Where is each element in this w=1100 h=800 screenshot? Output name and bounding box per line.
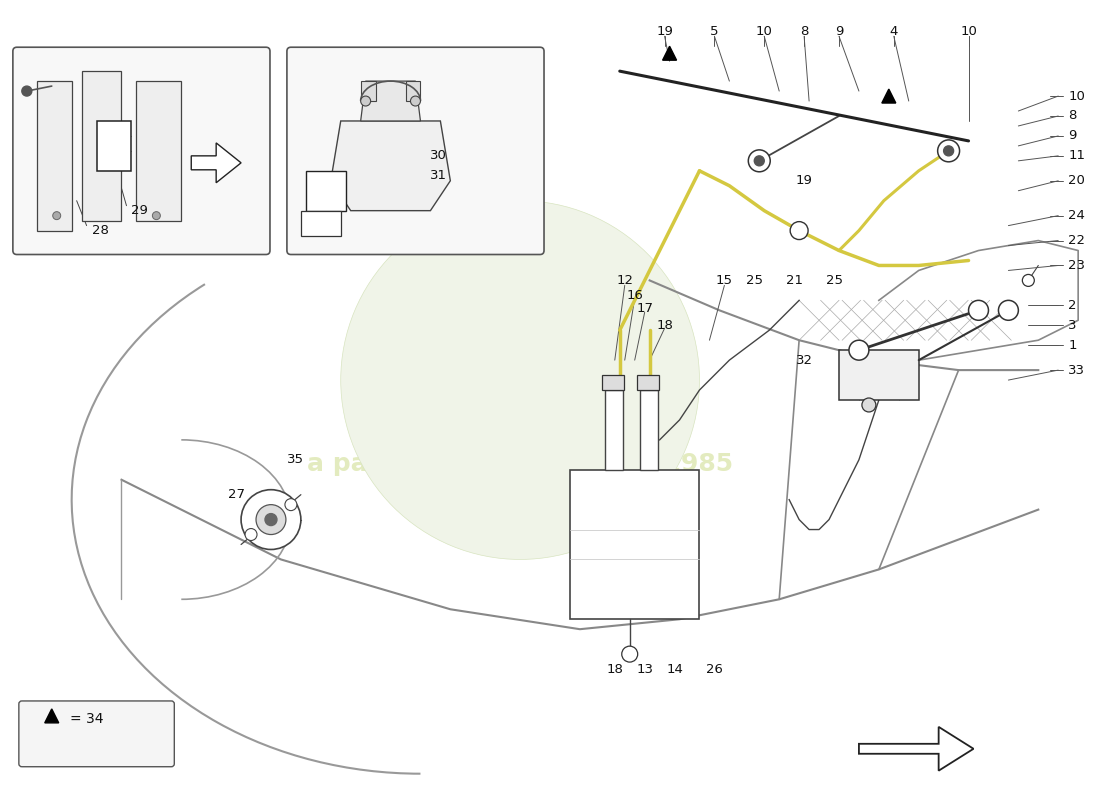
Polygon shape: [361, 81, 420, 121]
Text: 8: 8: [1068, 110, 1077, 122]
Circle shape: [862, 398, 876, 412]
Text: 19: 19: [795, 174, 813, 187]
Text: 13: 13: [636, 662, 653, 675]
Bar: [637, 375, 659, 390]
Polygon shape: [361, 81, 375, 101]
Polygon shape: [45, 709, 58, 723]
Text: 12: 12: [616, 274, 634, 287]
Text: 15: 15: [716, 274, 733, 287]
Text: 10: 10: [756, 25, 772, 38]
Circle shape: [1022, 274, 1034, 286]
Circle shape: [748, 150, 770, 172]
Text: 9: 9: [1068, 130, 1077, 142]
Text: 8: 8: [800, 25, 808, 38]
Text: 11: 11: [1068, 150, 1086, 162]
Text: 21: 21: [785, 274, 803, 287]
Circle shape: [285, 498, 297, 510]
Circle shape: [341, 201, 700, 559]
Circle shape: [22, 86, 32, 96]
Circle shape: [53, 212, 60, 220]
Circle shape: [968, 300, 989, 320]
Bar: [570, 470, 700, 619]
Circle shape: [755, 156, 764, 166]
Text: 10: 10: [960, 25, 977, 38]
Text: 29: 29: [132, 204, 148, 217]
Text: 26: 26: [706, 662, 723, 675]
Bar: [602, 375, 624, 390]
Text: 19: 19: [657, 25, 673, 38]
Polygon shape: [839, 350, 918, 400]
Text: 30: 30: [430, 150, 448, 162]
Text: 32: 32: [795, 354, 813, 366]
Text: 24: 24: [1068, 209, 1085, 222]
Text: 2: 2: [1068, 299, 1077, 312]
Circle shape: [241, 490, 301, 550]
Circle shape: [153, 212, 161, 220]
Circle shape: [245, 529, 257, 541]
Text: 27: 27: [228, 488, 244, 501]
Circle shape: [849, 340, 869, 360]
Text: 14: 14: [667, 662, 683, 675]
Text: 10: 10: [1068, 90, 1085, 102]
Circle shape: [410, 96, 420, 106]
Text: 25: 25: [746, 274, 762, 287]
Bar: [640, 390, 658, 470]
Circle shape: [937, 140, 959, 162]
Polygon shape: [301, 210, 341, 235]
Text: 9: 9: [835, 25, 844, 38]
Polygon shape: [97, 121, 132, 170]
Polygon shape: [859, 727, 974, 770]
Circle shape: [621, 646, 638, 662]
Polygon shape: [882, 89, 895, 103]
Polygon shape: [136, 81, 182, 221]
Text: 23: 23: [1068, 259, 1086, 272]
Circle shape: [999, 300, 1019, 320]
Polygon shape: [306, 170, 345, 210]
Bar: [605, 390, 623, 470]
Text: 16: 16: [626, 289, 644, 302]
Text: 20: 20: [1068, 174, 1085, 187]
Text: 33: 33: [1068, 364, 1086, 377]
FancyBboxPatch shape: [19, 701, 174, 766]
Text: 28: 28: [91, 224, 109, 237]
Polygon shape: [406, 81, 420, 101]
Text: = 34: = 34: [69, 712, 103, 726]
FancyBboxPatch shape: [287, 47, 544, 254]
FancyBboxPatch shape: [13, 47, 270, 254]
Polygon shape: [81, 71, 121, 221]
Text: 18: 18: [606, 662, 624, 675]
Circle shape: [790, 222, 808, 239]
Text: 35: 35: [287, 454, 305, 466]
Text: eurosparts
a passion for parts since 1985: eurosparts a passion for parts since 198…: [307, 424, 734, 476]
Circle shape: [265, 514, 277, 526]
Polygon shape: [331, 121, 450, 210]
Polygon shape: [662, 46, 676, 60]
Text: 17: 17: [636, 302, 653, 315]
Text: 5: 5: [711, 25, 718, 38]
Text: 4: 4: [890, 25, 898, 38]
Text: 31: 31: [430, 170, 448, 182]
Polygon shape: [191, 143, 241, 182]
Text: 3: 3: [1068, 318, 1077, 332]
Text: 25: 25: [825, 274, 843, 287]
Circle shape: [256, 505, 286, 534]
Polygon shape: [36, 81, 72, 230]
Text: 22: 22: [1068, 234, 1086, 247]
Circle shape: [944, 146, 954, 156]
Text: 1: 1: [1068, 338, 1077, 352]
Text: 18: 18: [657, 318, 673, 332]
Circle shape: [361, 96, 371, 106]
